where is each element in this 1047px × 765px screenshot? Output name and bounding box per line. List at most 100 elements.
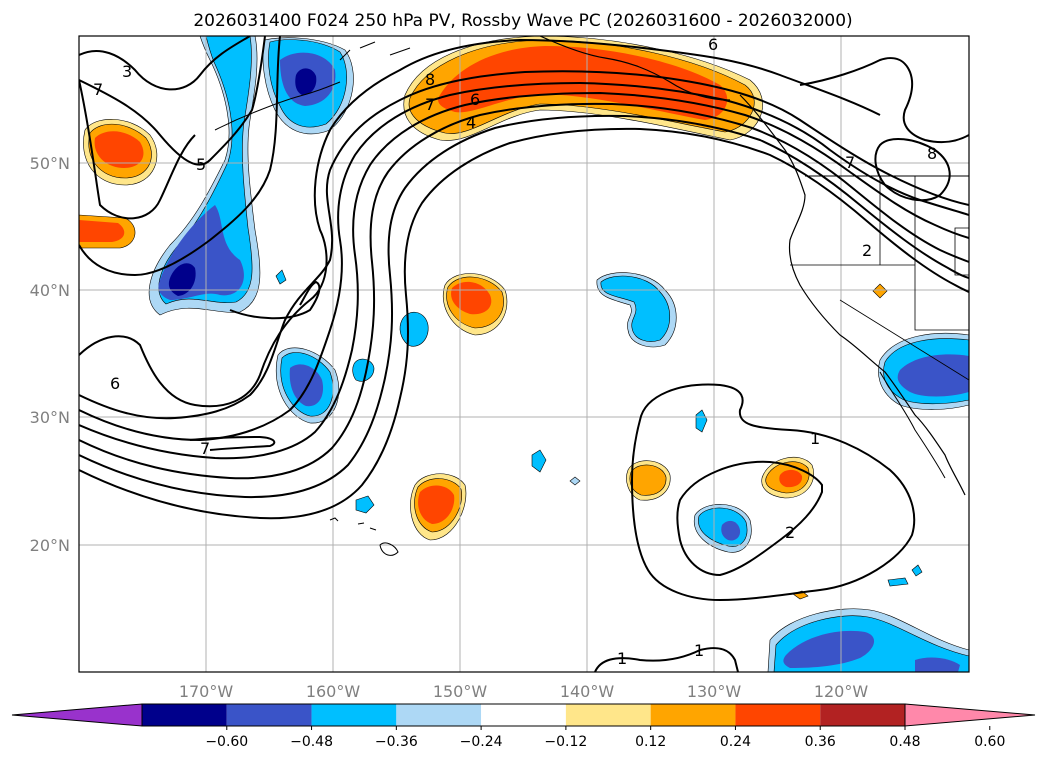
hawaii-islands (329, 517, 399, 556)
pv-contours (79, 36, 969, 672)
negative-anomaly-central-east-cyan (600, 275, 671, 342)
gridlines (79, 36, 969, 672)
lon-label-160w: 160°W (306, 682, 361, 701)
pv-contour-1 (79, 102, 969, 480)
colorbar-tick-label: −0.24 (460, 734, 503, 750)
map-panel: 3 7 5 6 7 7 6 4 8 6 8 7 2 1 2 1 1 (78, 35, 970, 673)
pv-contour-west-loop (79, 79, 196, 220)
colorbar-tick-label: 0.12 (635, 734, 666, 750)
negative-anomaly-west-tongue-cyan (158, 36, 253, 305)
contour-label-1c: 1 (694, 641, 704, 660)
colorbar-tick-label: −0.36 (375, 734, 418, 750)
pv-contour-5 (79, 36, 266, 166)
lat-label-30n: 30°N (30, 408, 70, 427)
lat-label-50n: 50°N (30, 154, 70, 173)
negative-anomaly-small-6 (275, 269, 287, 285)
contour-label-7c: 7 (425, 95, 435, 114)
colorbar-swatch (142, 704, 227, 726)
contour-label-6a: 6 (110, 374, 120, 393)
lon-label-170w: 170°W (179, 682, 234, 701)
lat-axis: 50°N 40°N 30°N 20°N (30, 154, 70, 555)
negative-anomaly-california-blue (897, 354, 969, 397)
pv-contour-6 (79, 36, 281, 277)
contour-label-6b: 6 (470, 90, 480, 109)
colorbar-tick-label: −0.60 (205, 734, 248, 750)
chart-title: 2026031400 F024 250 hPa PV, Rossby Wave … (193, 11, 852, 31)
pv-contour-3 (79, 36, 251, 91)
positive-anomaly-central-2-red (418, 485, 455, 524)
lon-label-120w: 120°W (814, 682, 869, 701)
pv-contour-0b (79, 127, 969, 520)
positive-anomaly-west-2-red (79, 220, 125, 242)
negative-anomaly-southeast-blue (783, 630, 875, 668)
colorbar-extend-low (11, 703, 143, 727)
colorbar-swatch (226, 704, 312, 726)
negative-anomaly-small-8 (911, 564, 923, 577)
colorbar-swatch (396, 704, 482, 726)
pv-contour-east-ridge (799, 57, 969, 144)
colorbar-swatch (481, 704, 566, 726)
colorbar-swatch (650, 704, 736, 726)
contour-label-4: 4 (466, 113, 476, 132)
colorbar-extend-high (904, 703, 1036, 727)
negative-anomaly-mid-4 (355, 495, 375, 514)
lon-label-140w: 140°W (560, 682, 615, 701)
contour-label-6c: 6 (708, 35, 718, 54)
contour-label-2b: 2 (785, 523, 795, 542)
map-background (79, 36, 969, 672)
pv-contour-west-low (229, 280, 321, 320)
pv-contour-2 (79, 91, 969, 460)
pv-contour-6-west (79, 38, 881, 408)
pv-contour-east-loop (874, 138, 951, 202)
negative-anomaly-small-4 (569, 476, 581, 486)
positive-anomaly-east-2-red (779, 469, 803, 488)
colorbar-swatch (820, 704, 905, 726)
colorbar-tick-label: −0.48 (290, 734, 333, 750)
contour-label-2a: 2 (862, 241, 872, 260)
contour-label-1b: 1 (617, 649, 627, 668)
lon-label-130w: 130°W (687, 682, 742, 701)
contour-label-7b: 7 (200, 439, 210, 458)
negative-anomaly-north-navy (295, 68, 317, 96)
contour-label-7a: 7 (93, 80, 103, 99)
pv-contour-1-south (594, 647, 739, 672)
negative-anomaly-subtropic-blue (721, 520, 741, 541)
colorbar-frame (141, 703, 906, 727)
negative-anomaly-small-5 (695, 409, 708, 433)
lon-label-150w: 150°W (433, 682, 488, 701)
colorbar: −0.60 −0.48 −0.36 −0.24 −0.12 0.12 0.24 0.36 0.4… (11, 703, 1036, 750)
positive-anomaly-west-1-red (94, 131, 144, 168)
contour-label-8a: 8 (425, 70, 435, 89)
lat-label-20n: 20°N (30, 536, 70, 555)
negative-anomaly-mid-1-blue (289, 364, 324, 407)
colorbar-tick-label: 0.60 (974, 734, 1005, 750)
negative-anomaly-small-3 (531, 449, 547, 473)
colorbar-swatch (735, 704, 821, 726)
negative-anomaly-west-tongue-navy (168, 263, 196, 296)
colorbar-swatch (311, 704, 397, 726)
negative-anomaly-mid-2 (399, 312, 429, 347)
negative-anomaly-small-7 (887, 577, 909, 587)
contour-label-5: 5 (196, 155, 206, 174)
negative-anomaly-southeast-blue-2 (915, 657, 960, 672)
colorbar-tick-label: 0.36 (805, 734, 836, 750)
pv-contour-4 (79, 70, 969, 420)
colorbar-tick-label: −0.12 (544, 734, 587, 750)
colorbar-tick-label: 0.48 (889, 734, 920, 750)
positive-anomaly-small-1 (872, 283, 888, 299)
contour-label-3: 3 (122, 62, 132, 81)
contour-labels: 3 7 5 6 7 7 6 4 8 6 8 7 2 1 2 1 1 (93, 35, 937, 668)
lat-label-40n: 40°N (30, 281, 70, 300)
pv-contour-1-subtropic (630, 383, 916, 602)
contour-label-8b: 8 (927, 144, 937, 163)
pv-contour-0a (79, 114, 969, 499)
baja-coast (879, 371, 946, 479)
pv-contour-7-finger (189, 435, 276, 451)
lon-axis: 170°W 160°W 150°W 140°W 130°W 120°W (179, 682, 869, 701)
pv-contour-3b (79, 81, 969, 442)
colorbar-swatch (565, 704, 651, 726)
contour-label-7d: 7 (845, 153, 855, 172)
positive-anomaly-east-1-core (629, 464, 667, 496)
map-frame (78, 35, 970, 673)
